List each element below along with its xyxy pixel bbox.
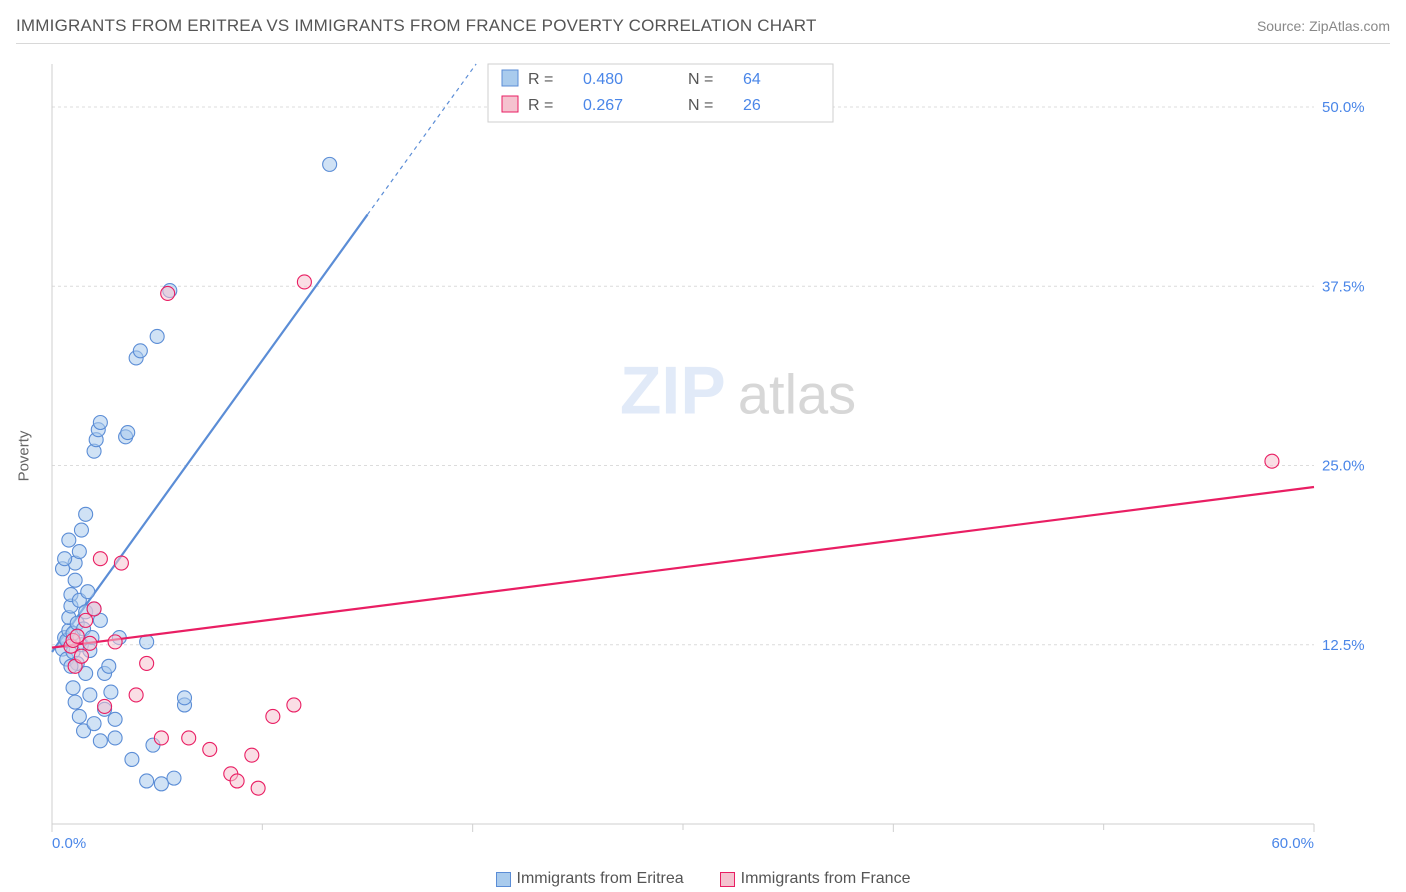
svg-text:N =: N =: [688, 97, 713, 114]
y-axis-label: Poverty: [16, 431, 33, 482]
svg-text:R =: R =: [528, 97, 553, 114]
svg-text:N =: N =: [688, 71, 713, 88]
legend-item-eritrea: Immigrants from Eritrea: [496, 870, 684, 888]
legend-label-eritrea: Immigrants from Eritrea: [517, 870, 684, 888]
legend-swatch-france: [720, 872, 735, 887]
plot-area: Poverty 12.5%25.0%37.5%50.0%ZIPatlas0.0%…: [38, 58, 1382, 854]
svg-text:ZIP: ZIP: [620, 353, 726, 429]
legend-item-france: Immigrants from France: [720, 870, 911, 888]
chart-title: IMMIGRANTS FROM ERITREA VS IMMIGRANTS FR…: [16, 16, 817, 36]
svg-text:0.267: 0.267: [583, 97, 623, 114]
svg-text:0.0%: 0.0%: [52, 835, 86, 852]
svg-text:12.5%: 12.5%: [1322, 637, 1365, 654]
svg-text:atlas: atlas: [738, 363, 856, 426]
svg-text:25.0%: 25.0%: [1322, 458, 1365, 475]
legend-label-france: Immigrants from France: [741, 870, 911, 888]
svg-text:50.0%: 50.0%: [1322, 99, 1365, 116]
svg-text:37.5%: 37.5%: [1322, 278, 1365, 295]
bottom-legend: Immigrants from Eritrea Immigrants from …: [0, 870, 1406, 888]
legend-swatch-eritrea: [496, 872, 511, 887]
svg-text:60.0%: 60.0%: [1271, 835, 1314, 852]
svg-text:0.480: 0.480: [583, 71, 623, 88]
source-label: Source: ZipAtlas.com: [1257, 18, 1390, 34]
svg-text:64: 64: [743, 71, 761, 88]
scatter-chart: 12.5% 25.0% 37.5% 50.0% ZIPatlas 0.0% 60.0% R =…: [38, 58, 1382, 854]
svg-text:R =: R =: [528, 71, 553, 88]
svg-text:26: 26: [743, 97, 761, 114]
